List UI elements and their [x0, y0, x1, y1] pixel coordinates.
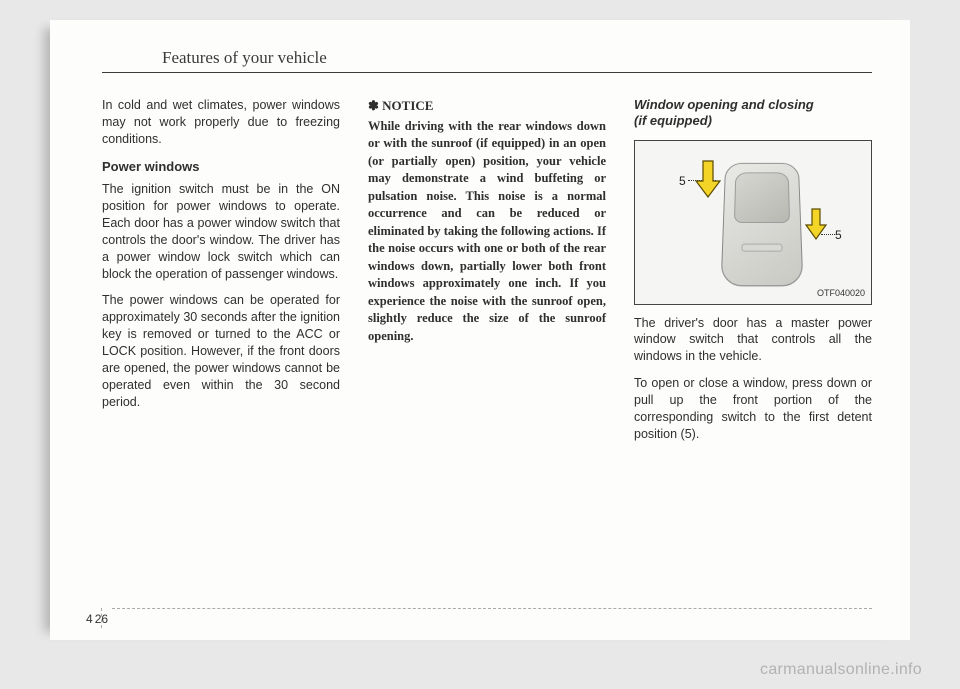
power-windows-p2: The power windows can be operated for ap…	[102, 292, 340, 410]
column-2: ✽ NOTICE While driving with the rear win…	[368, 97, 606, 453]
section-number: 4	[86, 612, 93, 626]
section-title: Features of your vehicle	[162, 48, 872, 68]
master-switch-p: The driver's door has a master power win…	[634, 315, 872, 366]
switch-body-shape	[721, 162, 804, 285]
open-close-p: To open or close a window, press down or…	[634, 375, 872, 443]
content-columns: In cold and wet climates, power windows …	[102, 97, 872, 453]
heading-line-2: (if equipped)	[634, 113, 712, 128]
manual-page: Features of your vehicle In cold and wet…	[50, 20, 910, 640]
cold-climate-note: In cold and wet climates, power windows …	[102, 97, 340, 148]
footer-dashed-rule	[112, 608, 872, 609]
switch-rocker	[734, 172, 790, 223]
window-switch-figure: 5 5 OTF040020	[634, 140, 872, 305]
page-number-value: 26	[95, 612, 108, 626]
power-windows-p1: The ignition switch must be in the ON po…	[102, 181, 340, 282]
down-arrow-icon	[805, 207, 827, 241]
column-3: Window opening and closing (if equipped)…	[634, 97, 872, 453]
switch-ridge	[741, 243, 782, 251]
notice-heading: ✽ NOTICE	[368, 97, 606, 115]
callout-5-bottom: 5	[835, 227, 842, 243]
page-number: 4 26	[86, 612, 108, 626]
power-windows-heading: Power windows	[102, 158, 340, 176]
callout-5-top: 5	[679, 173, 686, 189]
figure-code: OTF040020	[817, 287, 865, 299]
heading-line-1: Window opening and closing	[634, 97, 814, 112]
column-1: In cold and wet climates, power windows …	[102, 97, 340, 453]
notice-body: While driving with the rear windows down…	[368, 118, 606, 346]
header-rule	[102, 72, 872, 73]
down-arrow-icon	[695, 159, 721, 199]
window-open-close-heading: Window opening and closing (if equipped)	[634, 97, 872, 130]
watermark-text: carmanualsonline.info	[760, 661, 922, 679]
